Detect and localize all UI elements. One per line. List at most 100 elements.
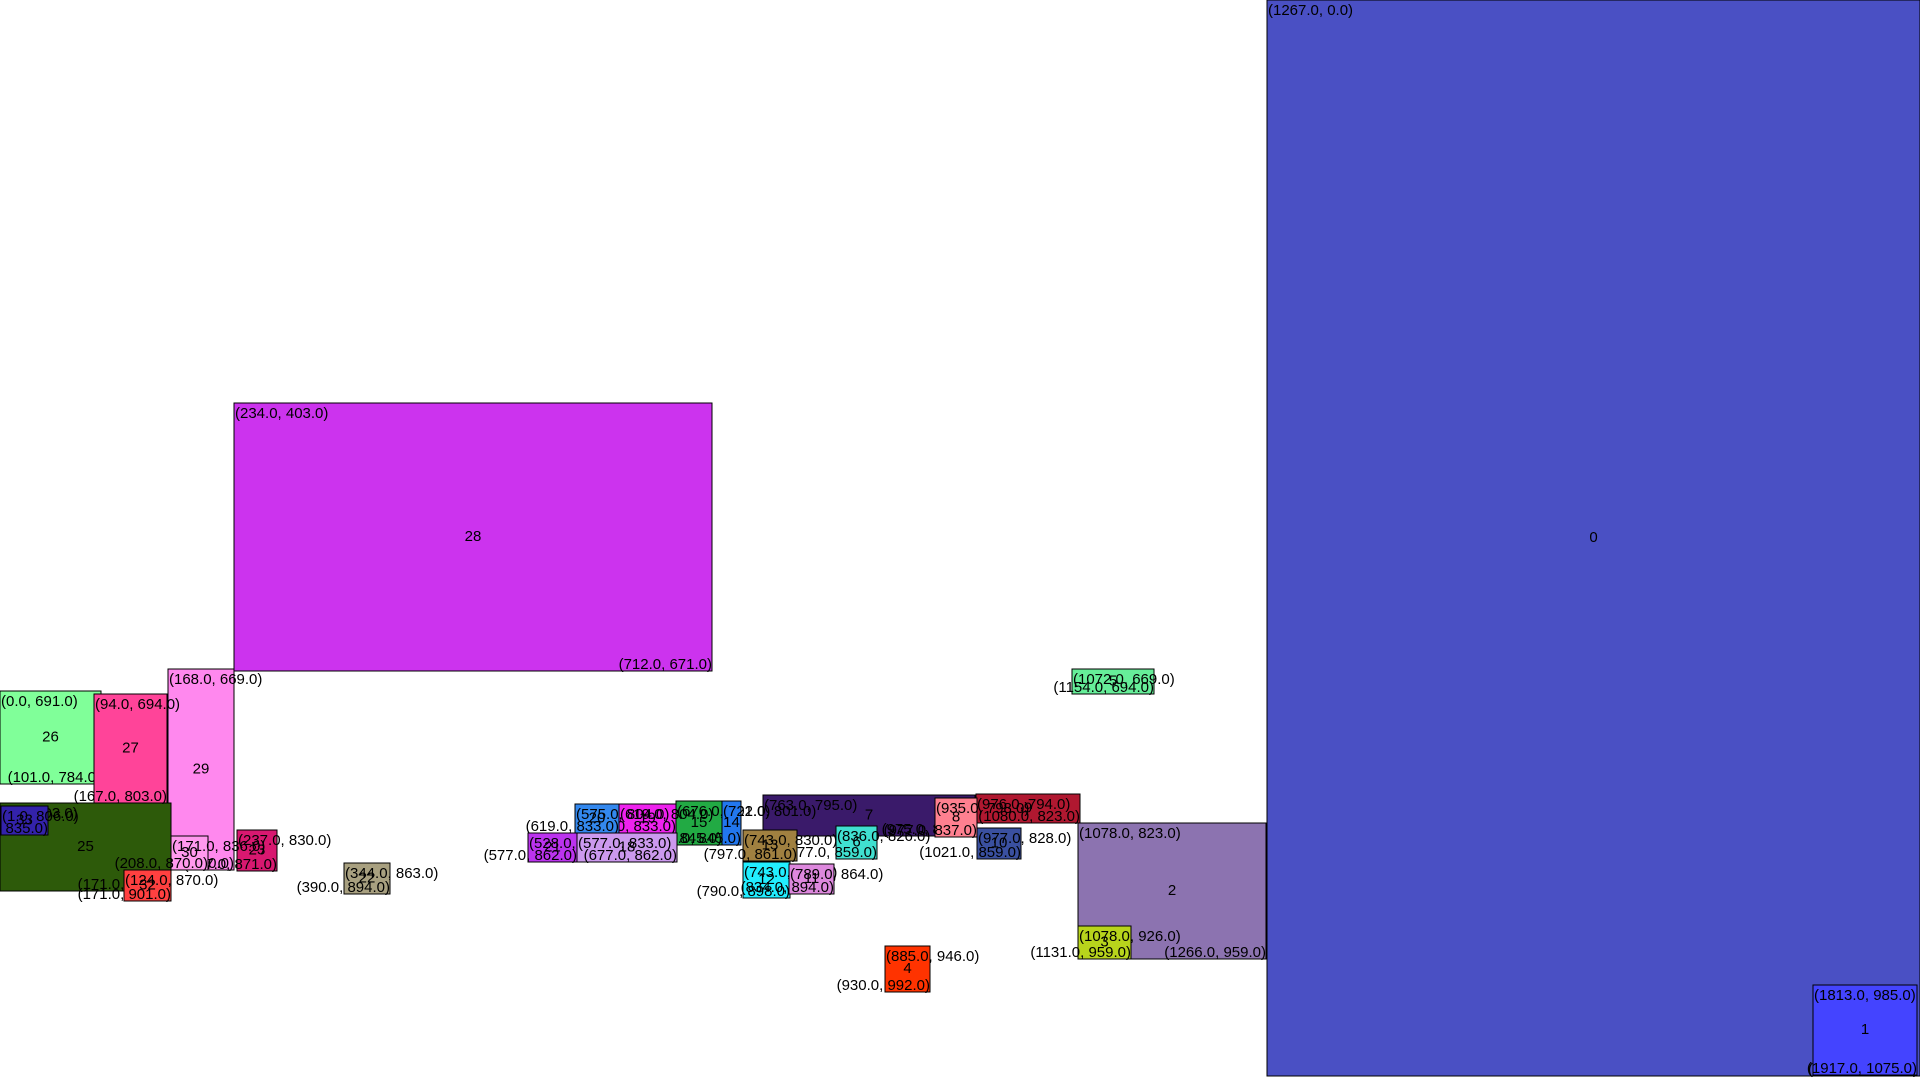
box-id: 29 <box>193 760 210 777</box>
top-left-coord: (1078.0, 926.0) <box>1079 928 1181 945</box>
box-id: 26 <box>42 728 59 745</box>
bounding-box <box>576 832 678 863</box>
box-id: 11 <box>804 870 820 887</box>
top-left-coord: (0.0, 691.0) <box>1 693 78 710</box>
top-left-coord: (885.0, 946.0) <box>886 948 979 965</box>
box-id: 21 <box>544 838 561 855</box>
bottom-right-coord: (390.0, 894.0) <box>297 879 390 896</box>
bounding-box <box>123 869 172 902</box>
bounding-box <box>233 402 713 672</box>
box-id: 2 <box>1168 882 1176 899</box>
top-left-coord: (171.0, 836.0) <box>172 838 265 855</box>
box-id: 5 <box>1109 672 1117 689</box>
bounding-box <box>975 793 1081 824</box>
box-id: 12 <box>758 871 775 888</box>
bounding-box <box>1071 668 1155 695</box>
bounding-box <box>1266 0 1920 1077</box>
bounding-box <box>788 863 835 895</box>
top-left-coord: (94.0, 694.0) <box>95 696 180 713</box>
box-id: 28 <box>465 528 482 545</box>
box-id: 7 <box>865 806 873 823</box>
bottom-right-coord: (1266.0, 959.0) <box>1164 944 1266 961</box>
bounding-box <box>1077 925 1132 960</box>
bottom-right-coord: (834.0, 894.0) <box>741 879 834 896</box>
bottom-right-coord: (171.0, 901.0) <box>78 886 171 903</box>
top-left-coord: (237.0, 830.0) <box>238 832 331 849</box>
bounding-box <box>721 800 742 846</box>
bottom-right-coord: (101.0, 784.0) <box>8 769 101 786</box>
bottom-right-coord: (677.0, 862.0) <box>584 847 677 864</box>
bounding-box <box>884 945 931 993</box>
bottom-right-coord: (1080.0, 823.0) <box>978 808 1080 825</box>
bottom-right-coord: (712.0, 671.0) <box>619 656 712 673</box>
bounding-box <box>574 803 620 834</box>
top-left-coord: (577.0, 833.0) <box>578 835 671 852</box>
top-left-coord: (935.0, 798.0) <box>936 800 1029 817</box>
bounding-box <box>170 835 209 871</box>
box-id: 33 <box>16 811 33 828</box>
top-left-coord: (976.0, 794.0) <box>977 796 1070 813</box>
box-id: 23 <box>249 841 266 858</box>
bounding-box <box>742 861 791 899</box>
top-left-coord: (836.0, 826.0) <box>837 828 930 845</box>
bottom-right-coord: (1917.0, 1075.0) <box>1807 1060 1917 1077</box>
box-id: 9 <box>1024 799 1032 816</box>
bottom-right-coord: (1154.0, 694.0) <box>1053 679 1154 696</box>
box-id: 18 <box>619 838 636 855</box>
box-id: 8 <box>952 808 960 825</box>
box-id: 30 <box>181 844 198 861</box>
bottom-right-coord: (48.0, 835.0) <box>0 820 48 837</box>
bottom-right-coord: (167.0, 803.0) <box>74 788 167 805</box>
bounding-box <box>527 832 578 863</box>
box-id: 22 <box>359 869 376 886</box>
box-id: 4 <box>903 960 911 977</box>
top-left-coord: (168.0, 669.0) <box>169 671 262 688</box>
top-left-coord: (743.0, 830.0) <box>744 832 837 849</box>
bottom-right-coord: (208.0, 870.0) <box>115 855 208 872</box>
bottom-right-coord: (877.0, 859.0) <box>784 844 877 861</box>
bounding-box <box>976 827 1022 860</box>
top-left-coord: (344.0, 863.0) <box>345 865 438 882</box>
top-left-coord: (977.0, 828.0) <box>978 830 1071 847</box>
bounding-box <box>93 693 168 804</box>
box-id: 10 <box>991 834 1008 851</box>
box-id: 14 <box>723 814 740 831</box>
top-left-coord: (1072.0, 669.0) <box>1073 671 1175 688</box>
top-left-coord: (1813.0, 985.0) <box>1814 987 1916 1004</box>
bottom-right-coord: (1131.0, 959.0) <box>1030 944 1131 961</box>
top-left-coord: (1078.0, 823.0) <box>1079 825 1181 842</box>
top-left-coord: (124.0, 870.0) <box>125 872 218 889</box>
top-left-coord: (1267.0, 0.0) <box>1268 2 1353 19</box>
bottom-right-coord: (930.0, 992.0) <box>837 977 930 994</box>
box-id: 15 <box>691 814 708 831</box>
box-id: 13 <box>762 836 779 853</box>
bounding-box <box>1812 984 1918 1076</box>
bounding-box <box>742 829 798 862</box>
bounding-box <box>0 805 49 836</box>
box-id: 27 <box>122 739 139 756</box>
top-left-coord: (789.0, 864.0) <box>790 866 883 883</box>
bounding-box <box>934 797 978 838</box>
bounding-box <box>835 825 878 860</box>
bottom-right-coord: (619.0, 833.0) <box>526 818 619 835</box>
top-left-coord: (1.0, 806.0) <box>2 808 79 825</box>
bounding-box <box>236 829 278 872</box>
bottom-right-coord: (1021.0, 859.0) <box>919 844 1021 861</box>
bounding-box <box>0 690 102 785</box>
top-left-coord: (619.0, 804.0) <box>620 806 713 823</box>
bounding-box <box>343 862 391 895</box>
bottom-right-coord: (790.0, 898.0) <box>697 883 790 900</box>
box-id: 25 <box>77 838 94 855</box>
top-left-coord: (234.0, 403.0) <box>235 405 328 422</box>
top-left-coord: (575.0, 804.0) <box>576 806 669 823</box>
box-id: 20 <box>589 809 606 826</box>
bottom-right-coord: (797.0, 861.0) <box>704 846 797 863</box>
box-id: 0 <box>1589 529 1597 546</box>
top-left-coord: (763.0, 795.0) <box>764 797 857 814</box>
box-id: 32 <box>139 876 156 893</box>
bottom-right-coord: (577.0, 862.0) <box>484 847 577 864</box>
top-left-coord: (722.0, 801.0) <box>723 803 816 820</box>
box-id: 19 <box>639 809 656 826</box>
